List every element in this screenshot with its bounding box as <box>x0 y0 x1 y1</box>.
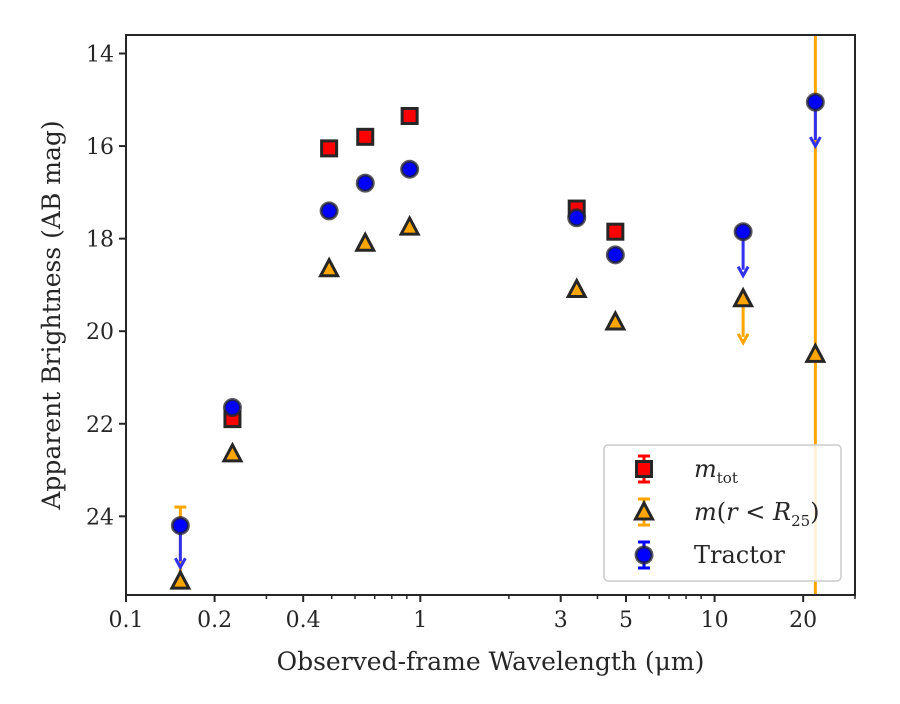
legend-marker <box>634 545 654 565</box>
data-point-tractor <box>222 398 242 418</box>
legend-box <box>603 444 842 582</box>
y-tick-label: 16 <box>86 135 114 160</box>
data-point-tractor <box>170 516 190 536</box>
arrow-head <box>736 333 750 346</box>
data-point-mr25 <box>732 286 755 308</box>
x-tick-label: 0.4 <box>286 608 321 633</box>
arrow-head <box>809 136 822 150</box>
data-point-mtot <box>606 222 625 241</box>
y-axis-label: Apparent Brightness (AB mag) <box>37 120 66 510</box>
data-point-mr25 <box>604 309 627 331</box>
arrow-head <box>736 265 750 279</box>
legend-label: mtot <box>694 455 738 487</box>
axes: 0.1 0.2 0.4 1 3 5 10 20 14 16 18 20 22 24 <box>86 34 856 633</box>
data-point-tractor <box>319 201 339 221</box>
x-tick-label: 10 <box>701 608 729 633</box>
x-tick-label: 20 <box>789 608 817 633</box>
data-point-tractor <box>567 208 587 228</box>
legend-label: Tractor <box>694 541 785 569</box>
x-tick-label: 0.2 <box>197 608 232 633</box>
data-point-mr25 <box>318 256 341 278</box>
data-point-mr25 <box>354 231 377 252</box>
y-tick-label: 20 <box>86 320 114 345</box>
legend-marker <box>635 460 653 478</box>
x-tick-label: 0.1 <box>109 608 144 633</box>
data-point-tractor <box>733 222 753 242</box>
arrow-head <box>174 557 187 571</box>
y-tick-label: 24 <box>86 505 114 530</box>
y-tick-label: 22 <box>86 413 114 438</box>
x-tick-label: 1 <box>413 608 427 633</box>
data-point-mtot <box>356 127 375 146</box>
x-tick-label: 3 <box>554 608 568 633</box>
data-point-mr25 <box>169 568 192 590</box>
data-point-tractor <box>605 245 625 265</box>
data-point-tractor <box>400 159 420 179</box>
data-point-tractor <box>355 173 375 193</box>
data-point-tractor <box>805 92 825 112</box>
y-tick-label: 14 <box>86 43 114 68</box>
data-point-mr25 <box>221 441 244 463</box>
data-point-mr25 <box>565 277 588 299</box>
legend-marker <box>633 499 655 521</box>
data-point-mtot <box>400 106 419 125</box>
y-tick-label: 18 <box>86 228 114 253</box>
data-point-mr25 <box>804 342 827 363</box>
x-axis-label: Observed-frame Wavelength (μm) <box>277 647 705 676</box>
data-point-mr25 <box>398 214 421 236</box>
plot-frame <box>125 34 856 596</box>
data-point-mtot <box>320 139 339 158</box>
markers <box>169 92 827 590</box>
x-tick-label: 5 <box>619 608 633 633</box>
